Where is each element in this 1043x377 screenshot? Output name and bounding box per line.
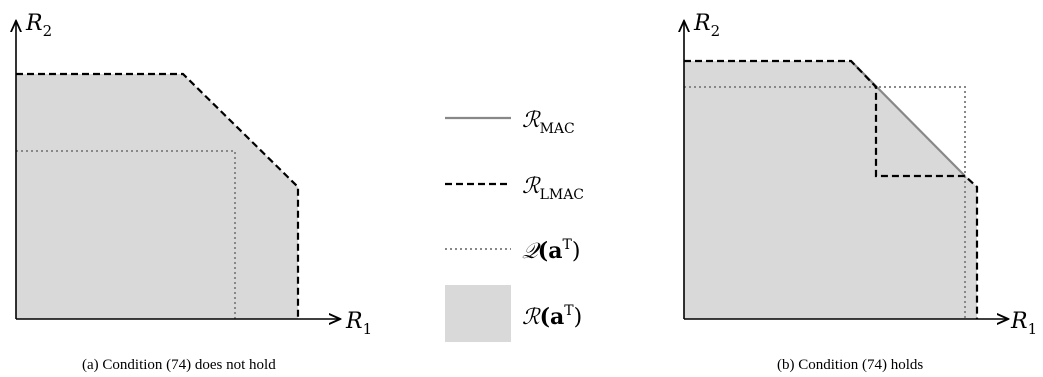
panel-a-caption: (a) Condition (74) does not hold <box>82 357 276 373</box>
panel-b-lmac-boundary <box>684 59 979 319</box>
panel-b-region <box>684 61 977 319</box>
panel-a-region <box>16 74 298 319</box>
legend-r-swatch <box>445 285 511 342</box>
panel-a-y-label: R2 <box>25 11 52 40</box>
panel-b: R2 R1 <box>684 11 1037 338</box>
legend-r-label: ℛ(aT) <box>522 303 582 330</box>
panel-a-x-label: R1 <box>345 309 372 338</box>
panel-a-lmac-boundary <box>16 72 300 319</box>
legend-q-label: 𝒬(aT) <box>522 237 580 264</box>
panel-a-q-boundary <box>16 150 236 319</box>
legend-lmac-label: ℛLMAC <box>522 174 584 203</box>
panel-b-q-boundary <box>684 86 966 319</box>
legend: ℛMAC ℛLMAC 𝒬(aT) ℛ(aT) <box>445 108 584 342</box>
legend-mac-label: ℛMAC <box>522 108 575 137</box>
panel-a: R2 R1 <box>16 11 372 338</box>
panel-b-x-label: R1 <box>1010 309 1037 338</box>
panel-b-caption: (b) Condition (74) holds <box>777 357 924 373</box>
panel-b-y-label: R2 <box>693 11 720 40</box>
